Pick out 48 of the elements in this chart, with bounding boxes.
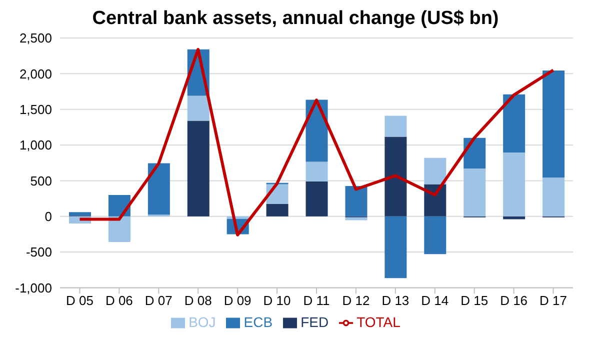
chart-title: Central bank assets, annual change (US$ bn) — [91, 8, 500, 30]
bar — [384, 136, 407, 216]
bar — [503, 152, 526, 216]
y-tick-label: 2,500 — [19, 30, 52, 46]
bar — [306, 162, 328, 182]
bar — [464, 138, 486, 169]
x-tick-label: D 05 — [66, 292, 94, 308]
bar — [503, 94, 526, 153]
y-tick-label: 500 — [30, 173, 52, 188]
x-tick-label: D 14 — [421, 292, 449, 308]
bar — [384, 216, 407, 278]
bar — [148, 163, 170, 215]
bar — [464, 168, 486, 216]
x-tick-label: D 16 — [500, 292, 528, 308]
y-tick-label: 1,500 — [19, 102, 52, 117]
bar — [187, 120, 210, 216]
x-tick-label: D 11 — [303, 292, 330, 308]
y-tick-label: -1,000 — [15, 280, 52, 296]
bar — [306, 181, 328, 216]
bar — [108, 216, 130, 242]
y-tick-label: -500 — [26, 244, 52, 260]
legend-label: ECB — [244, 314, 273, 330]
legend-label: TOTAL — [356, 314, 400, 330]
bar — [187, 96, 210, 121]
y-tick-label: 1,000 — [19, 138, 52, 153]
x-tick-label: D 06 — [105, 292, 133, 308]
legend-label: FED — [300, 314, 329, 330]
bar — [345, 186, 368, 216]
x-tick-label: D 13 — [382, 292, 410, 308]
x-tick-label: D 17 — [540, 292, 568, 308]
bar — [424, 216, 446, 254]
bar — [266, 204, 288, 216]
line-series — [78, 48, 555, 236]
x-tick-label: D 08 — [184, 292, 212, 308]
bar — [424, 158, 446, 184]
y-tick-label: 2,000 — [19, 66, 52, 82]
bar — [69, 212, 91, 216]
legend-label: BOJ — [188, 314, 216, 330]
bar — [542, 177, 565, 216]
x-tick-label: D 10 — [263, 292, 291, 308]
x-tick-label: D 12 — [342, 292, 370, 308]
bar — [345, 217, 368, 220]
y-tick-label: 0 — [44, 208, 52, 224]
bar — [542, 70, 565, 178]
x-tick-label: D 09 — [224, 292, 252, 308]
x-tick-label: D 07 — [144, 292, 172, 308]
bar — [384, 116, 407, 137]
x-tick-label: D 15 — [460, 292, 488, 308]
